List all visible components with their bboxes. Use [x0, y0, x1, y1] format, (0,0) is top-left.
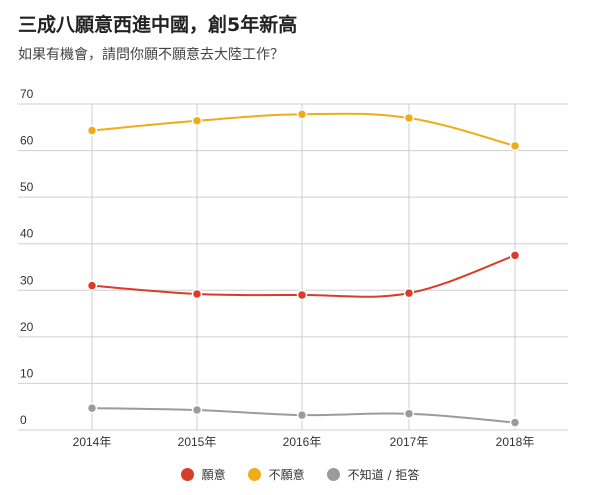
- point-unwilling-0: [86, 125, 98, 136]
- x-tick-label-4: 2018年: [496, 435, 535, 449]
- legend-label-unwilling: 不願意: [268, 468, 305, 482]
- legend-dot-unwilling: [247, 468, 261, 481]
- y-tick-label-50: 50: [20, 180, 34, 194]
- y-tick-label-20: 20: [20, 320, 34, 334]
- chart-subtitle: 如果有機會，請問你願不願意去大陸工作？: [18, 47, 284, 63]
- point-unwilling-4: [509, 140, 521, 152]
- point-unwilling-3: [403, 112, 415, 124]
- x-tick-label-2: 2016年: [283, 435, 322, 449]
- point-unknown-1: [191, 404, 203, 416]
- y-tick-label-10: 10: [20, 366, 34, 380]
- y-tick-label-70: 70: [20, 87, 34, 101]
- legend-label-willing: 願意: [201, 468, 226, 482]
- chart-title: 三成八願意西進中國，創5年新高: [18, 14, 298, 36]
- point-unknown-4: [509, 417, 521, 428]
- point-unknown-3: [403, 408, 415, 419]
- y-tick-label-0: 0: [20, 413, 27, 427]
- y-tick-label-40: 40: [20, 227, 34, 241]
- point-willing-1: [191, 288, 203, 300]
- point-unwilling-2: [296, 108, 308, 120]
- x-tick-label-1: 2015年: [178, 435, 217, 449]
- point-willing-0: [86, 280, 98, 291]
- legend-item-willing: 願意: [180, 466, 226, 483]
- legend-dot-unknown: [326, 468, 340, 481]
- x-tick-label-3: 2017年: [390, 435, 429, 449]
- legend: 願意 不願意 不知道 / 拒答: [0, 466, 600, 483]
- point-willing-3: [403, 287, 415, 299]
- point-willing-2: [296, 289, 308, 301]
- point-unknown-2: [296, 409, 308, 421]
- legend-item-unwilling: 不願意: [247, 466, 305, 483]
- legend-dot-willing: [180, 468, 194, 481]
- legend-label-unknown: 不知道 / 拒答: [347, 468, 420, 482]
- y-tick-label-30: 30: [20, 273, 34, 287]
- x-tick-label-0: 2014年: [73, 435, 112, 449]
- y-tick-label-60: 60: [20, 134, 34, 148]
- point-unwilling-1: [191, 115, 203, 127]
- legend-item-unknown: 不知道 / 拒答: [326, 466, 420, 483]
- point-unknown-0: [86, 402, 98, 414]
- point-willing-4: [509, 250, 521, 261]
